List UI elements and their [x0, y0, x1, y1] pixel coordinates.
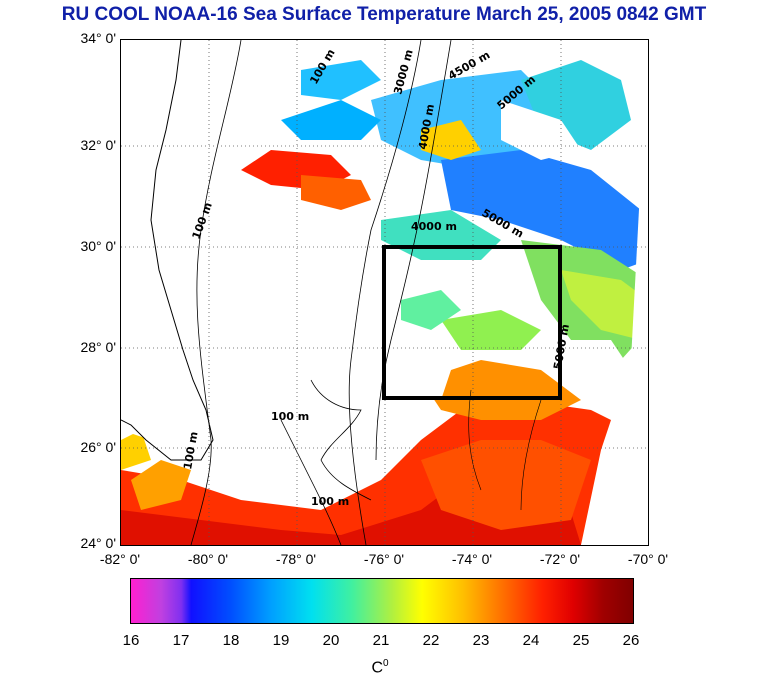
colorbar-unit: C0 [360, 658, 400, 677]
colorbar-tick: 24 [522, 632, 540, 649]
colorbar-tick: 16 [122, 632, 140, 649]
colorbar-tick: 26 [622, 632, 640, 649]
lat-label: 28° 0' [80, 339, 116, 355]
colorbar-tick: 21 [372, 632, 390, 649]
colorbar-tick: 23 [472, 632, 490, 649]
lon-label: -72° 0' [539, 551, 581, 567]
map-title: RU COOL NOAA-16 Sea Surface Temperature … [61, 4, 707, 25]
region-box [382, 245, 562, 400]
lat-label: 30° 0' [80, 238, 116, 254]
temperature-colorbar [130, 578, 634, 624]
lon-label: -80° 0' [187, 551, 229, 567]
lat-label: 26° 0' [80, 439, 116, 455]
colorbar-tick: 18 [222, 632, 240, 649]
lat-label: 34° 0' [80, 30, 116, 46]
lat-label: 32° 0' [80, 137, 116, 153]
sst-map-canvas: 100 m 3000 m 4500 m 4000 m 5000 m 5000 m… [121, 40, 648, 545]
isobath-label: 4000 m [411, 220, 457, 233]
colorbar-tick: 19 [272, 632, 290, 649]
lon-label: -70° 0' [627, 551, 669, 567]
lon-label: -74° 0' [451, 551, 493, 567]
isobath-label: 100 m [311, 495, 349, 508]
colorbar-tick: 22 [422, 632, 440, 649]
lon-label: -82° 0' [99, 551, 141, 567]
lon-label: -78° 0' [275, 551, 317, 567]
colorbar-tick: 25 [572, 632, 590, 649]
colorbar-tick: 20 [322, 632, 340, 649]
unit-base: C [371, 659, 383, 677]
lat-label: 24° 0' [80, 535, 116, 551]
lon-label: -76° 0' [363, 551, 405, 567]
sst-map: 100 m 3000 m 4500 m 4000 m 5000 m 5000 m… [120, 39, 649, 546]
unit-sup: 0 [383, 658, 389, 669]
isobath-label: 100 m [271, 410, 309, 423]
colorbar-tick: 17 [172, 632, 190, 649]
